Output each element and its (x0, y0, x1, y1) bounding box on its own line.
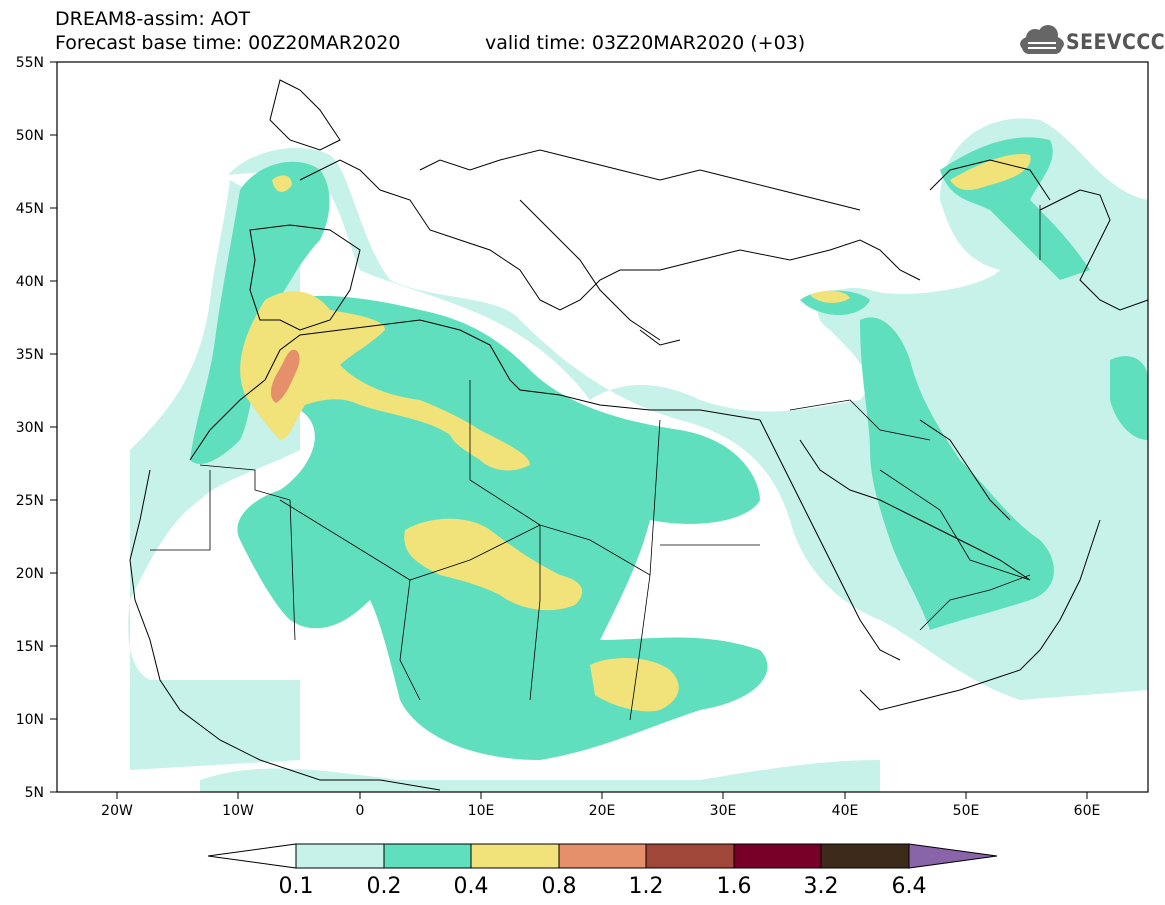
coastlines (129, 79, 1148, 791)
lon-label: 10E (468, 803, 495, 819)
lon-label: 50E (953, 803, 980, 819)
colorbar-label: 0.2 (367, 874, 402, 899)
lat-label: 55N (16, 55, 44, 71)
lat-label: 20N (16, 566, 44, 582)
lat-label: 25N (16, 493, 44, 509)
colorbar-label: 0.1 (279, 874, 314, 899)
lon-label: 10W (222, 803, 254, 819)
seevccc-logo (1020, 25, 1064, 54)
colorbar-label: 1.2 (629, 874, 664, 899)
lon-label: 60E (1074, 803, 1101, 819)
lon-label: 30E (710, 803, 737, 819)
aot-field (128, 118, 1148, 792)
lon-label: 40E (832, 803, 859, 819)
latitude-labels: 55N 50N 45N 40N 35N 30N 25N 20N 15N 10N … (16, 55, 44, 801)
aot-band-0.1-0.2 (128, 118, 1148, 792)
longitude-labels: 20W 10W 0 10E 20E 30E 40E 50E 60E (101, 803, 1100, 819)
colorbar-label: 1.6 (717, 874, 752, 899)
colorbar-label: 6.4 (892, 874, 927, 899)
lat-label: 5N (25, 785, 44, 801)
lat-label: 10N (16, 712, 44, 728)
colorbar-swatch (383, 843, 472, 869)
colorbar-labels: 0.1 0.2 0.4 0.8 1.2 1.6 3.2 6.4 (279, 874, 927, 899)
colorbar-swatch (558, 843, 647, 869)
cloud-icon (1020, 25, 1064, 54)
colorbar-label: 3.2 (804, 874, 839, 899)
lat-label: 15N (16, 639, 44, 655)
map-title: DREAM8-assim: AOT (55, 8, 251, 30)
colorbar-swatch (295, 843, 385, 869)
forecast-base-time: Forecast base time: 00Z20MAR2020 (55, 32, 401, 54)
lat-label: 50N (16, 128, 44, 144)
colorbar (207, 843, 998, 869)
logo-text: SEEVCCC (1066, 30, 1165, 54)
lon-label: 20E (589, 803, 616, 819)
colorbar-swatch (645, 843, 735, 869)
lon-label: 0 (356, 803, 365, 819)
colorbar-swatch (820, 843, 910, 869)
valid-time: valid time: 03Z20MAR2020 (+03) (485, 32, 806, 54)
colorbar-over-arrow (908, 843, 998, 869)
lat-label: 40N (16, 274, 44, 290)
lat-label: 45N (16, 201, 44, 217)
aot-band-0.2-0.4 (190, 137, 1148, 760)
lon-label: 20W (101, 803, 133, 819)
colorbar-swatch (470, 843, 560, 869)
lat-label: 35N (16, 347, 44, 363)
country-borders (150, 205, 1041, 721)
colorbar-label: 0.8 (542, 874, 577, 899)
colorbar-under-arrow (207, 843, 297, 869)
axis-ticks (50, 61, 1088, 799)
aot-band-0.8-1.2 (270, 349, 300, 403)
lat-label: 30N (16, 420, 44, 436)
colorbar-label: 0.4 (454, 874, 489, 899)
colorbar-swatch (733, 843, 822, 869)
aot-band-0.4-0.8 (240, 154, 1031, 712)
